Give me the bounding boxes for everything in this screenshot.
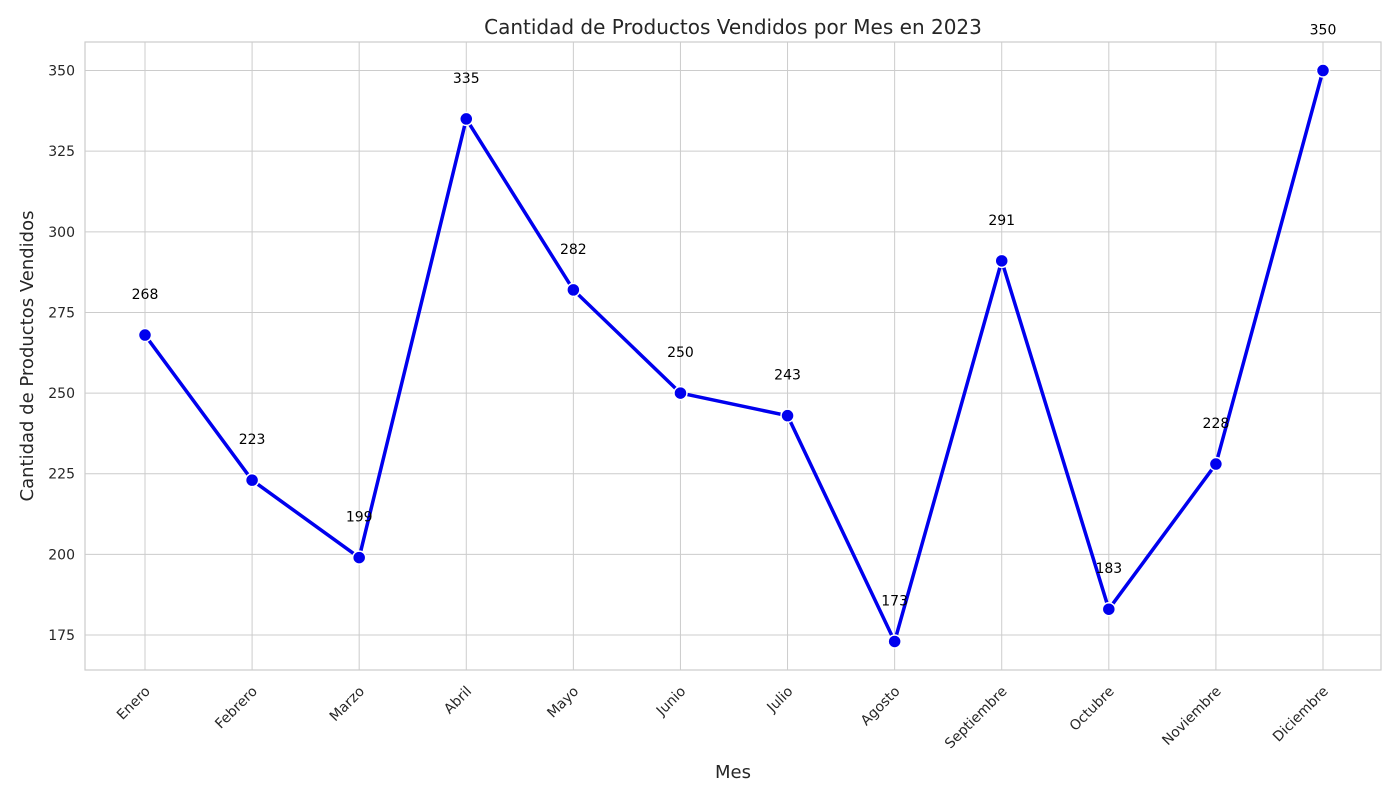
y-tick-label: 250 bbox=[48, 386, 75, 402]
data-point bbox=[1208, 456, 1224, 472]
data-label: 199 bbox=[346, 510, 373, 526]
data-label: 243 bbox=[774, 368, 801, 384]
data-labels: 268 223 199 335 282 250 243 173 291 183 228 350 bbox=[132, 23, 1337, 610]
x-tick-label: Marzo bbox=[327, 684, 368, 725]
data-point bbox=[1315, 63, 1331, 78]
data-label: 173 bbox=[881, 593, 908, 609]
data-label: 350 bbox=[1310, 23, 1337, 39]
series-line bbox=[143, 68, 1325, 644]
x-tick-label: Diciembre bbox=[1270, 684, 1332, 746]
y-tick-label: 200 bbox=[48, 547, 75, 563]
data-point bbox=[137, 327, 153, 343]
x-axis-label: Mes bbox=[715, 762, 751, 783]
data-point bbox=[566, 282, 581, 298]
plot-frame bbox=[84, 41, 1382, 671]
data-label: 223 bbox=[239, 432, 266, 448]
y-axis-ticks: 175 200 225 250 275 300 325 350 bbox=[48, 64, 75, 644]
data-point bbox=[1101, 601, 1117, 617]
x-tick-label: Septiembre bbox=[942, 684, 1011, 753]
y-tick-label: 225 bbox=[48, 467, 75, 483]
x-tick-label: Octubre bbox=[1067, 684, 1118, 735]
series-line-group bbox=[143, 68, 1325, 644]
data-point bbox=[459, 111, 474, 127]
y-tick-label: 350 bbox=[48, 64, 75, 80]
x-tick-label: Enero bbox=[114, 684, 154, 724]
x-tick-label: Febrero bbox=[212, 684, 261, 733]
x-tick-label: Agosto bbox=[858, 684, 904, 730]
y-tick-label: 175 bbox=[48, 628, 75, 644]
data-label: 250 bbox=[667, 345, 694, 361]
data-label: 228 bbox=[1203, 416, 1230, 432]
y-axis-label: Cantidad de Productos Vendidos bbox=[17, 211, 38, 502]
x-tick-label: Mayo bbox=[544, 684, 582, 722]
y-tick-label: 300 bbox=[48, 225, 75, 241]
data-point bbox=[244, 472, 260, 488]
data-label: 183 bbox=[1095, 561, 1122, 577]
x-axis-ticks: Enero Febrero Marzo Abril Mayo Junio Julio Agos… bbox=[114, 684, 1332, 753]
data-point bbox=[780, 408, 795, 423]
chart-title: Cantidad de Productos Vendidos por Mes e… bbox=[484, 15, 982, 39]
data-label: 282 bbox=[560, 242, 587, 258]
data-label: 291 bbox=[988, 213, 1015, 229]
y-tick-label: 325 bbox=[48, 144, 75, 160]
x-tick-label: Noviembre bbox=[1159, 684, 1224, 749]
grid-lines bbox=[85, 42, 1381, 670]
data-point bbox=[994, 253, 1009, 269]
data-label: 268 bbox=[132, 287, 159, 303]
data-point bbox=[673, 385, 688, 401]
x-tick-label: Junio bbox=[653, 684, 689, 720]
x-tick-label: Abril bbox=[441, 684, 475, 718]
data-point bbox=[887, 634, 902, 649]
y-tick-label: 275 bbox=[48, 305, 75, 321]
data-point bbox=[351, 550, 367, 565]
x-tick-label: Julio bbox=[764, 684, 797, 717]
series-markers bbox=[137, 63, 1331, 649]
data-label: 335 bbox=[453, 71, 480, 87]
